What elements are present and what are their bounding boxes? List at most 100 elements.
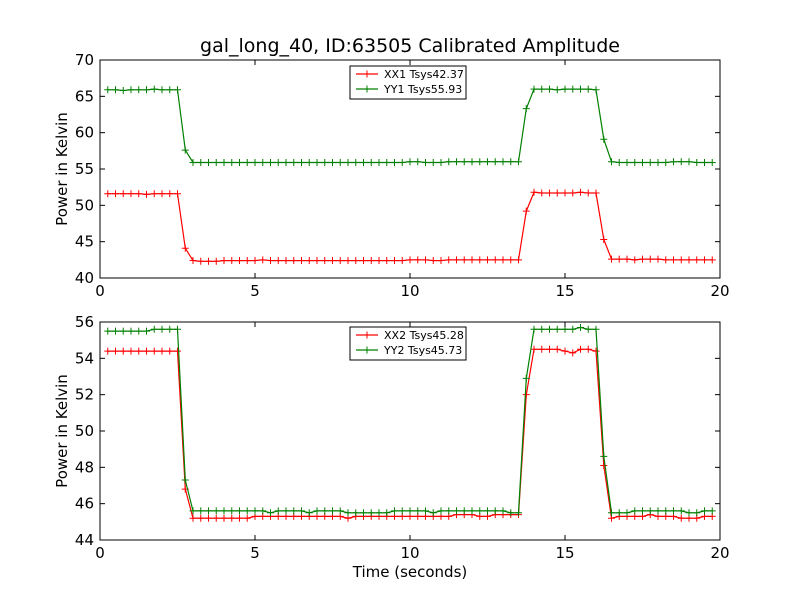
data-point-marker [391,507,398,515]
data-point-marker [259,256,267,264]
y-tick-label: 44 [75,531,94,549]
data-point-marker [453,158,460,166]
data-point-marker [592,189,600,197]
y-tick-label: 48 [75,458,94,476]
data-point-marker [623,509,631,517]
data-point-marker [701,256,708,264]
data-point-marker [220,514,228,522]
data-point-marker [530,345,538,353]
y-tick-label: 56 [75,313,94,331]
data-point-marker [693,256,701,264]
data-point-marker [119,190,127,198]
y-tick-label: 50 [75,422,94,440]
data-point-marker [600,462,608,470]
data-point-marker [104,347,112,355]
data-point-marker [600,235,608,243]
x-tick-label: 20 [710,544,729,562]
data-point-marker [360,509,367,517]
data-point-marker [546,85,553,93]
data-point-marker [367,509,375,517]
data-point-marker [592,325,600,333]
data-point-marker [174,325,181,333]
data-point-marker [282,507,290,515]
data-point-marker [414,158,422,166]
data-point-marker [344,509,352,517]
data-point-marker [205,507,212,515]
data-point-marker [608,255,615,263]
data-point-marker [236,507,243,515]
legend-marker-2 [363,346,371,354]
data-point-marker [437,257,445,265]
data-point-marker [654,255,662,263]
data-point-marker [313,507,321,515]
data-point-marker [251,158,259,166]
data-point-marker [127,190,135,198]
data-point-marker [670,158,677,166]
data-point-marker [383,509,391,517]
data-point-marker [298,507,305,515]
x-tick-label: 0 [95,544,105,562]
data-point-marker [228,514,236,522]
data-point-marker [197,158,205,166]
data-point-marker [530,85,538,93]
data-point-marker [507,158,515,166]
data-point-marker [259,507,267,515]
data-point-marker [236,257,243,265]
data-point-marker [189,257,197,265]
data-point-marker [515,256,522,264]
data-point-marker [243,507,251,515]
data-point-marker [701,158,708,166]
data-point-marker [243,514,251,522]
data-point-marker [298,257,305,265]
data-point-marker [189,158,197,166]
data-point-marker [205,158,212,166]
data-point-marker [414,507,422,515]
data-point-marker [150,325,158,333]
y-tick-label: 45 [75,233,94,251]
data-point-marker [553,189,561,197]
data-point-marker [267,158,274,166]
data-point-marker [484,158,491,166]
legend-box [349,326,467,361]
data-point-marker [267,509,274,517]
data-point-marker [166,190,174,198]
data-point-marker [174,190,181,198]
data-point-marker [104,86,112,94]
y-tick-label: 46 [75,495,94,513]
data-point-marker [360,257,367,265]
data-point-marker [561,347,569,355]
legend-marker-1 [363,70,371,78]
data-point-marker [375,257,383,265]
data-point-marker [662,158,670,166]
y-tick-label: 50 [75,196,94,214]
data-point-marker [600,135,608,143]
data-point-marker [305,158,313,166]
data-point-marker [615,158,623,166]
data-point-marker [290,257,298,265]
data-point-marker [406,158,414,166]
data-point-marker [685,256,693,264]
data-point-marker [305,509,313,517]
data-point-marker [608,509,615,517]
data-point-marker [499,158,507,166]
data-point-marker [112,327,119,335]
data-point-marker [553,345,561,353]
data-point-marker [228,158,236,166]
legend-marker-1 [363,331,371,339]
data-point-marker [693,509,701,517]
data-point-marker [329,158,336,166]
data-point-marker [158,325,166,333]
data-point-marker [522,207,530,215]
data-point-marker [437,158,445,166]
data-point-marker [166,325,174,333]
data-point-marker [305,257,313,265]
data-point-marker [274,257,282,265]
data-point-marker [290,158,298,166]
data-point-marker [112,347,119,355]
data-point-marker [623,158,631,166]
data-point-marker [577,188,584,196]
data-point-marker [406,507,414,515]
data-point-marker [639,158,646,166]
data-point-marker [398,257,406,265]
